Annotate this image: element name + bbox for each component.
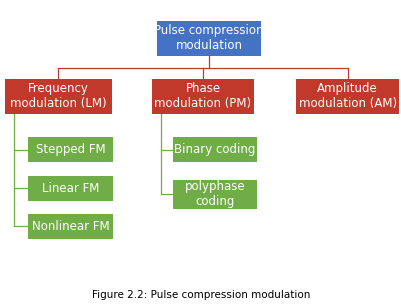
Text: Stepped FM: Stepped FM: [35, 144, 105, 156]
FancyBboxPatch shape: [28, 176, 112, 201]
Text: Phase
modulation (PM): Phase modulation (PM): [154, 82, 251, 110]
FancyBboxPatch shape: [172, 180, 257, 209]
Text: Frequency
modulation (LM): Frequency modulation (LM): [10, 82, 106, 110]
Text: Linear FM: Linear FM: [42, 182, 99, 195]
Text: Pulse compression
modulation: Pulse compression modulation: [154, 24, 263, 52]
Text: Figure 2.2: Pulse compression modulation: Figure 2.2: Pulse compression modulation: [91, 290, 310, 300]
Text: Binary coding: Binary coding: [174, 144, 255, 156]
Text: polyphase
coding: polyphase coding: [184, 180, 245, 208]
Text: Amplitude
modulation (AM): Amplitude modulation (AM): [298, 82, 396, 110]
FancyBboxPatch shape: [28, 214, 112, 239]
FancyBboxPatch shape: [28, 137, 112, 162]
FancyBboxPatch shape: [152, 79, 254, 114]
FancyBboxPatch shape: [172, 137, 257, 162]
FancyBboxPatch shape: [5, 79, 111, 114]
Text: Nonlinear FM: Nonlinear FM: [31, 220, 109, 233]
FancyBboxPatch shape: [296, 79, 398, 114]
FancyBboxPatch shape: [156, 21, 261, 56]
